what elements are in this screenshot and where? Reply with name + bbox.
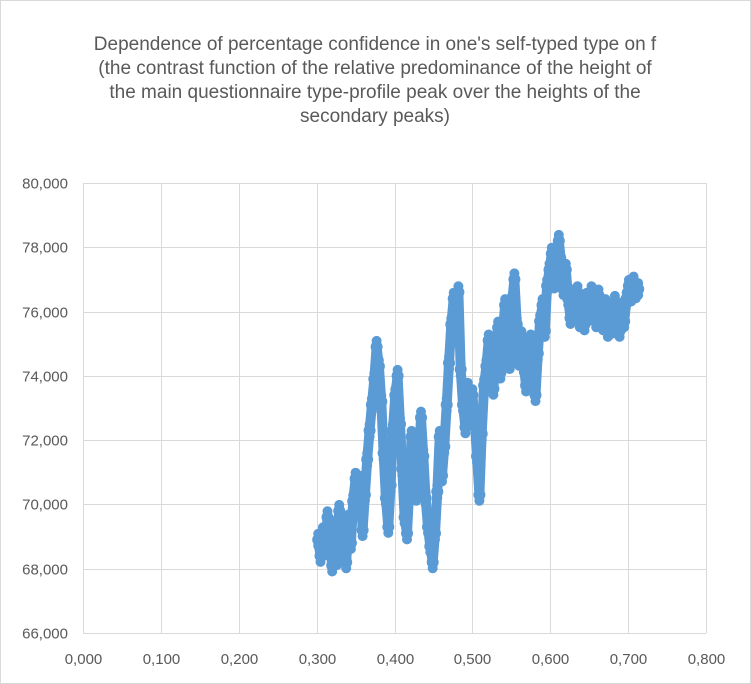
data-point-trail: [430, 486, 443, 539]
y-tick-label: 72,000: [22, 433, 68, 450]
x-tick-label: 0,800: [688, 651, 726, 668]
chart-title: Dependence of percentage confidence in o…: [93, 34, 657, 127]
data-point-trail: [416, 412, 429, 462]
x-tick-label: 0,000: [65, 651, 103, 668]
y-tick-label: 70,000: [22, 497, 68, 514]
data-point-trail: [395, 419, 408, 475]
x-tick-label: 0,200: [221, 651, 259, 668]
data-point-trail: [439, 399, 452, 452]
x-tick-label: 0,300: [299, 651, 337, 668]
y-tick-label: 66,000: [22, 626, 68, 643]
data-point-trail: [476, 380, 490, 439]
data-point-trail: [392, 370, 405, 430]
data-point-trail: [383, 480, 396, 532]
data-point-trail: [474, 428, 487, 500]
data-point-trail: [385, 425, 398, 491]
x-tick-label: 0,400: [377, 651, 415, 668]
y-tick-label: 76,000: [22, 305, 68, 322]
x-tick-label: 0,600: [532, 651, 570, 668]
data-point-trail: [530, 348, 543, 401]
data-point-trail: [509, 274, 522, 330]
data-point-trail: [376, 396, 389, 458]
data-point-trail: [441, 358, 454, 410]
y-tick-label: 68,000: [22, 562, 68, 579]
data-point-trail: [345, 496, 359, 548]
x-tick-label: 0,700: [610, 651, 648, 668]
data-point-trail: [539, 280, 553, 336]
data-point-trail: [402, 483, 415, 539]
data-point-trail: [357, 489, 370, 536]
data-point-trail: [373, 361, 387, 407]
data-point-trail: [495, 329, 508, 378]
y-tick-label: 78,000: [22, 240, 68, 257]
y-tick-label: 74,000: [22, 369, 68, 386]
data-point-trail: [453, 287, 466, 375]
data-point-trail: [418, 451, 431, 503]
x-tick-label: 0,100: [143, 651, 181, 668]
x-tick-label: 0,500: [454, 651, 492, 668]
data-point-trail: [630, 284, 644, 298]
data-point-trail: [359, 454, 373, 500]
y-tick-label: 80,000: [22, 176, 68, 193]
